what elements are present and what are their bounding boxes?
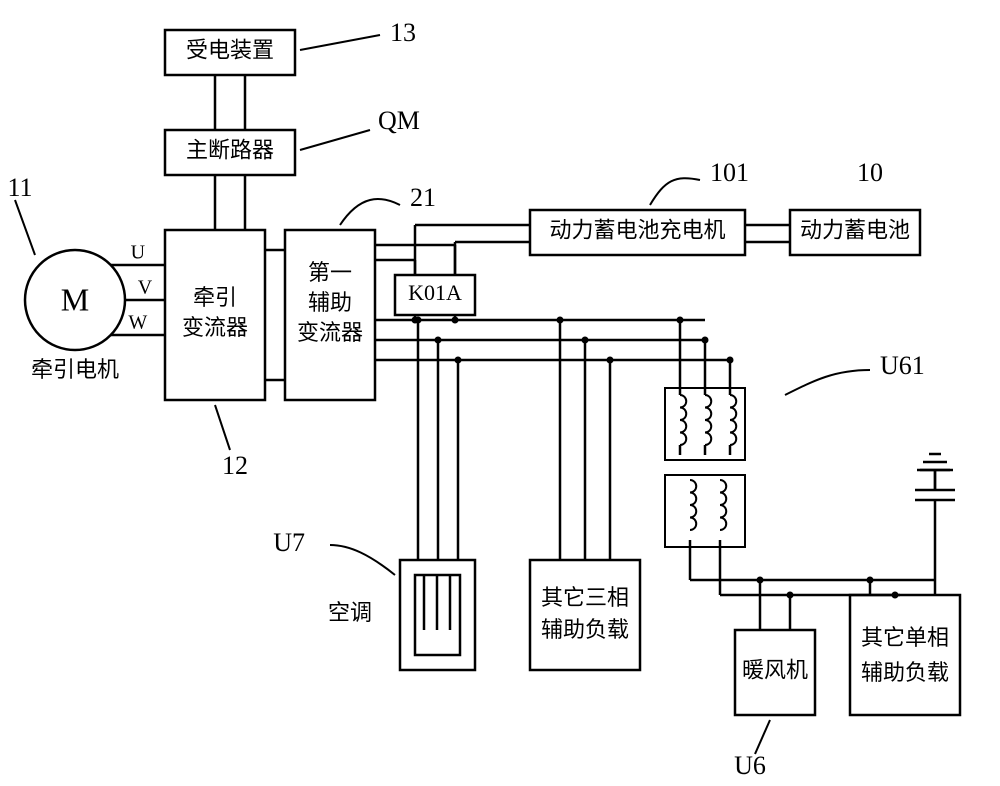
svg-text:动力蓄电池充电机: 动力蓄电池充电机	[549, 218, 725, 243]
svg-text:11: 11	[7, 173, 32, 202]
svg-text:暖风机: 暖风机	[742, 658, 808, 683]
svg-text:辅助负载: 辅助负载	[861, 660, 949, 685]
svg-text:辅助负载: 辅助负载	[541, 617, 629, 642]
svg-text:变流器: 变流器	[297, 320, 363, 345]
svg-text:U61: U61	[880, 351, 925, 380]
svg-text:牵引: 牵引	[193, 285, 237, 310]
svg-text:U7: U7	[273, 528, 305, 557]
svg-text:受电装置: 受电装置	[186, 38, 274, 63]
svg-text:其它单相: 其它单相	[861, 625, 949, 650]
svg-text:动力蓄电池: 动力蓄电池	[800, 218, 910, 243]
svg-text:主断路器: 主断路器	[186, 138, 274, 163]
svg-text:V: V	[138, 277, 153, 299]
svg-text:辅助: 辅助	[308, 290, 352, 315]
svg-text:13: 13	[390, 18, 416, 47]
svg-text:牵引电机: 牵引电机	[31, 357, 119, 382]
svg-text:10: 10	[857, 158, 883, 187]
svg-text:U: U	[131, 242, 146, 264]
svg-text:M: M	[61, 281, 89, 317]
svg-text:QM: QM	[378, 106, 420, 135]
svg-text:第一: 第一	[308, 260, 352, 285]
svg-text:101: 101	[710, 158, 749, 187]
svg-text:12: 12	[222, 451, 248, 480]
svg-text:U6: U6	[734, 751, 766, 780]
svg-text:21: 21	[410, 183, 436, 212]
svg-text:空调: 空调	[328, 600, 372, 625]
svg-text:K01A: K01A	[408, 280, 462, 305]
svg-text:W: W	[128, 312, 147, 334]
svg-text:其它三相: 其它三相	[541, 585, 629, 610]
svg-text:变流器: 变流器	[182, 315, 248, 340]
